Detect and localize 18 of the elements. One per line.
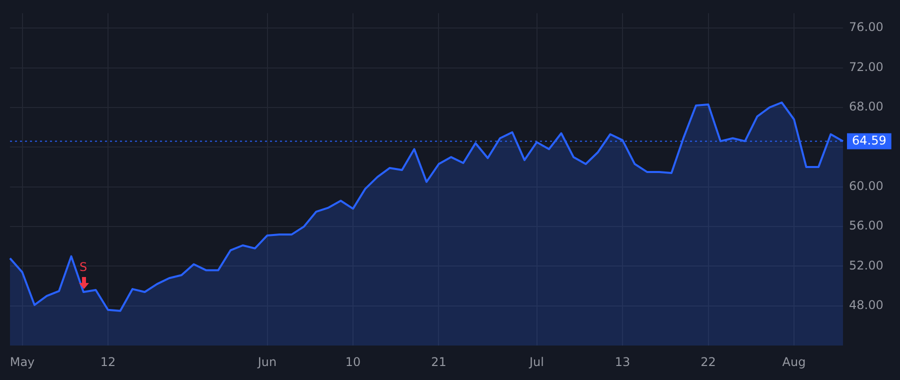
x-tick-label: Jun [256,354,277,369]
y-tick-label: 48.00 [849,298,884,312]
x-tick-label: 10 [345,354,361,369]
x-tick-label: May [10,354,35,369]
x-tick-label: 22 [700,354,716,369]
y-tick-label: 72.00 [849,60,884,74]
x-tick-label: 21 [431,354,446,369]
y-tick-label: 60.00 [849,178,884,193]
y-tick-label: 56.00 [849,218,884,233]
annotation: S [80,260,88,274]
x-tick-label: Jul [528,354,544,369]
x-tick-label: 13 [614,354,630,369]
x-tick-label: 12 [100,354,116,369]
y-tick-label: 52.00 [849,258,884,272]
y-tick-label: 76.00 [849,20,884,34]
x-tick-label: Aug [782,354,806,369]
y-tick-label: 68.00 [849,100,884,114]
ref-line-label: 64.59 [852,133,886,148]
